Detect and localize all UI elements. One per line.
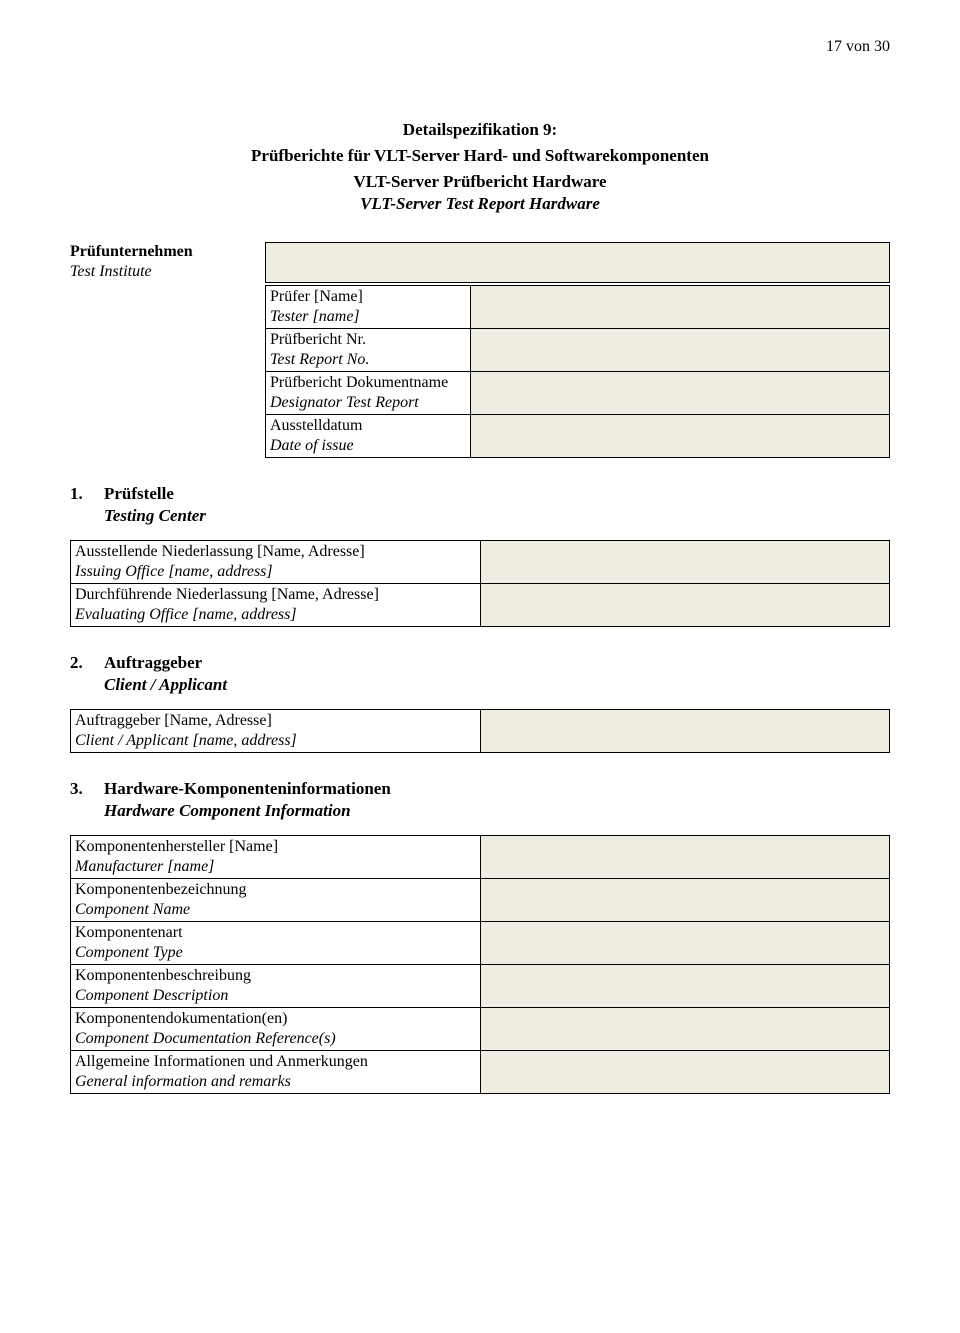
table-row: Komponentenart Component Type [71, 922, 890, 965]
table-row: Komponentenhersteller [Name] Manufacture… [71, 836, 890, 879]
field-label-en: Date of issue [270, 437, 354, 454]
field-label-de: Durchführende Niederlassung [Name, Adres… [75, 586, 379, 603]
field-label-de: Komponentenart [75, 924, 183, 941]
field-label-en: Designator Test Report [270, 394, 419, 411]
section-1-title-en: Testing Center [104, 506, 890, 526]
field-label-de: Komponentenbeschreibung [75, 967, 251, 984]
section-2-title-de: Auftraggeber [104, 653, 202, 672]
table-row: Durchführende Niederlassung [Name, Adres… [71, 584, 890, 627]
page: 17 von 30 Detailspezifikation 9: Prüfber… [0, 0, 960, 1333]
title-block: Detailspezifikation 9: Prüfberichte für … [70, 120, 890, 214]
institute-fill-table [265, 242, 890, 283]
field-label-cell: Ausstelldatum Date of issue [266, 415, 471, 458]
table-row: Komponentenbezeichnung Component Name [71, 879, 890, 922]
section-3-head: 3.Hardware-Komponenteninformationen Hard… [70, 779, 890, 821]
field-label-de: Komponentenhersteller [Name] [75, 838, 278, 855]
field-label-cell: Allgemeine Informationen und Anmerkungen… [71, 1051, 481, 1094]
institute-row: Prüfunternehmen Test Institute [70, 242, 890, 283]
table-row: Prüfbericht Dokumentname Designator Test… [266, 372, 890, 415]
section-2-head: 2.Auftraggeber Client / Applicant [70, 653, 890, 695]
table-row: Komponentenbeschreibung Component Descri… [71, 965, 890, 1008]
header-fields-row: Prüfer [Name] Tester [name] Prüfbericht … [70, 285, 890, 458]
field-label-en: General information and remarks [75, 1073, 291, 1090]
section-2-num: 2. [70, 653, 104, 673]
section-3-title-en: Hardware Component Information [104, 801, 890, 821]
field-label-en: Component Name [75, 901, 190, 918]
field-fill-cell[interactable] [480, 584, 890, 627]
section-1-title-de: Prüfstelle [104, 484, 174, 503]
field-fill-cell[interactable] [480, 836, 890, 879]
field-fill-cell[interactable] [480, 879, 890, 922]
field-label-en: Manufacturer [name] [75, 858, 214, 875]
institute-fill-cell[interactable] [266, 243, 890, 283]
field-label-cell: Komponentendokumentation(en) Component D… [71, 1008, 481, 1051]
section-3-title-de: Hardware-Komponenteninformationen [104, 779, 391, 798]
field-label-de: Prüfbericht Dokumentname [270, 374, 448, 391]
field-label-en: Tester [name] [270, 308, 360, 325]
field-fill-cell[interactable] [480, 541, 890, 584]
field-label-cell: Komponentenbeschreibung Component Descri… [71, 965, 481, 1008]
spec-title: Detailspezifikation 9: [70, 120, 890, 140]
field-label-en: Test Report No. [270, 351, 369, 368]
spec-subtitle-3: VLT-Server Test Report Hardware [70, 194, 890, 214]
field-label-de: Auftraggeber [Name, Adresse] [75, 712, 272, 729]
table-row: Ausstelldatum Date of issue [266, 415, 890, 458]
table-row: Komponentendokumentation(en) Component D… [71, 1008, 890, 1051]
field-label-cell: Prüfbericht Nr. Test Report No. [266, 329, 471, 372]
field-fill-cell[interactable] [480, 1051, 890, 1094]
field-label-en: Component Type [75, 944, 183, 961]
header-fields-spacer [70, 285, 265, 458]
field-label-de: Prüfer [Name] [270, 288, 363, 305]
table-row: Prüfer [Name] Tester [name] [266, 286, 890, 329]
institute-label-de: Prüfunternehmen [70, 242, 259, 262]
page-number: 17 von 30 [826, 38, 890, 56]
field-label-de: Allgemeine Informationen und Anmerkungen [75, 1053, 368, 1070]
field-label-en: Component Documentation Reference(s) [75, 1030, 336, 1047]
spec-subtitle-2: VLT-Server Prüfbericht Hardware [70, 172, 890, 192]
field-label-cell: Prüfbericht Dokumentname Designator Test… [266, 372, 471, 415]
section-2-table: Auftraggeber [Name, Adresse] Client / Ap… [70, 709, 890, 753]
field-label-en: Issuing Office [name, address] [75, 563, 273, 580]
table-row: Allgemeine Informationen und Anmerkungen… [71, 1051, 890, 1094]
spec-subtitle-1: Prüfberichte für VLT-Server Hard- und So… [70, 146, 890, 166]
field-label-cell: Komponentenhersteller [Name] Manufacture… [71, 836, 481, 879]
field-label-cell: Komponentenart Component Type [71, 922, 481, 965]
field-label-en: Component Description [75, 987, 228, 1004]
field-label-en: Evaluating Office [name, address] [75, 606, 297, 623]
section-2-title-en: Client / Applicant [104, 675, 890, 695]
institute-fill-wrap [265, 242, 890, 283]
field-label-en: Client / Applicant [name, address] [75, 732, 297, 749]
section-1-table: Ausstellende Niederlassung [Name, Adress… [70, 540, 890, 627]
field-fill-cell[interactable] [480, 965, 890, 1008]
institute-label-en: Test Institute [70, 262, 259, 282]
section-3-num: 3. [70, 779, 104, 799]
field-label-cell: Auftraggeber [Name, Adresse] Client / Ap… [71, 710, 481, 753]
field-fill-cell[interactable] [480, 710, 890, 753]
header-fields-table: Prüfer [Name] Tester [name] Prüfbericht … [265, 285, 890, 458]
field-label-cell: Prüfer [Name] Tester [name] [266, 286, 471, 329]
institute-label-col: Prüfunternehmen Test Institute [70, 242, 265, 283]
field-label-cell: Komponentenbezeichnung Component Name [71, 879, 481, 922]
field-fill-cell[interactable] [480, 922, 890, 965]
field-label-de: Ausstellende Niederlassung [Name, Adress… [75, 543, 365, 560]
field-fill-cell[interactable] [480, 1008, 890, 1051]
field-fill-cell[interactable] [471, 415, 890, 458]
section-1-head: 1.Prüfstelle Testing Center [70, 484, 890, 526]
field-fill-cell[interactable] [471, 286, 890, 329]
table-row: Ausstellende Niederlassung [Name, Adress… [71, 541, 890, 584]
table-row: Auftraggeber [Name, Adresse] Client / Ap… [71, 710, 890, 753]
field-fill-cell[interactable] [471, 372, 890, 415]
section-1-num: 1. [70, 484, 104, 504]
header-fields-wrap: Prüfer [Name] Tester [name] Prüfbericht … [265, 285, 890, 458]
field-label-de: Prüfbericht Nr. [270, 331, 366, 348]
section-3-table: Komponentenhersteller [Name] Manufacture… [70, 835, 890, 1094]
field-label-de: Ausstelldatum [270, 417, 362, 434]
field-label-cell: Ausstellende Niederlassung [Name, Adress… [71, 541, 481, 584]
field-label-cell: Durchführende Niederlassung [Name, Adres… [71, 584, 481, 627]
field-label-de: Komponentenbezeichnung [75, 881, 247, 898]
field-label-de: Komponentendokumentation(en) [75, 1010, 287, 1027]
field-fill-cell[interactable] [471, 329, 890, 372]
table-row: Prüfbericht Nr. Test Report No. [266, 329, 890, 372]
